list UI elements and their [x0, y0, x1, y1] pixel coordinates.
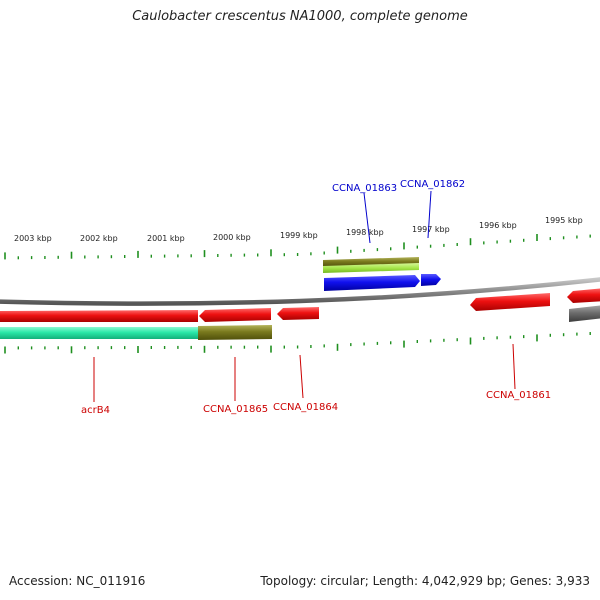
scale-label-1998: 1998 kbp	[346, 228, 384, 237]
map-title: Caulobacter crescentus NA1000, complete …	[132, 9, 468, 24]
leader-CCNA_01864	[299, 354, 304, 399]
scale-label-2000: 2000 kbp	[213, 233, 251, 242]
leader-CCNA_01863	[363, 192, 371, 244]
gene-label-CCNA_01865[interactable]: CCNA_01865	[203, 404, 268, 415]
gene-leader-lines	[93, 190, 516, 402]
gene-labels: acrB4 CCNA_01865 CCNA_01864 CCNA_01863 C…	[81, 179, 551, 416]
scale-label-1997: 1997 kbp	[412, 225, 450, 234]
gene-CCNA_01864-arrow[interactable]	[277, 307, 319, 320]
scale-label-1999: 1999 kbp	[280, 231, 318, 240]
gene-CCNA_01863-arrow[interactable]	[324, 275, 420, 291]
gene-CCNA_01865-arrow[interactable]	[199, 308, 271, 322]
genome-backbone	[0, 277, 600, 306]
gene-label-CCNA_01861[interactable]: CCNA_01861	[486, 390, 551, 401]
gene-offscreen-red-arrow[interactable]	[567, 288, 600, 303]
gene-label-acrB4[interactable]: acrB4	[81, 405, 110, 416]
scale-label-1996: 1996 kbp	[479, 221, 517, 230]
feature-green-reverse[interactable]	[0, 327, 198, 339]
accession-text: Accession: NC_011916	[9, 574, 146, 588]
scale-label-2001: 2001 kbp	[147, 234, 185, 243]
gene-label-CCNA_01863[interactable]: CCNA_01863	[332, 183, 397, 194]
leader-CCNA_01862	[427, 190, 432, 239]
feature-gray-reverse[interactable]	[569, 305, 600, 322]
outer-tick-row	[4, 234, 591, 260]
gene-CCNA_01861-arrow[interactable]	[470, 293, 550, 311]
scale-label-1995: 1995 kbp	[545, 216, 583, 225]
feature-lightgreen-forward[interactable]	[323, 263, 419, 273]
scale-label-2003: 2003 kbp	[14, 234, 52, 243]
gene-label-CCNA_01864[interactable]: CCNA_01864	[273, 402, 338, 413]
scale-labels: 2003 kbp 2002 kbp 2001 kbp 2000 kbp 1999…	[14, 216, 583, 243]
gene-CCNA_01862-arrow[interactable]	[421, 274, 441, 286]
inner-tick-row	[4, 332, 591, 354]
leader-CCNA_01861	[512, 343, 516, 390]
genome-summary-text: Topology: circular; Length: 4,042,929 bp…	[260, 574, 590, 588]
scale-label-2002: 2002 kbp	[80, 234, 118, 243]
gene-label-CCNA_01862[interactable]: CCNA_01862	[400, 179, 465, 190]
gene-acrB4-arrow[interactable]	[0, 310, 198, 322]
feature-olive-reverse[interactable]	[198, 325, 272, 340]
